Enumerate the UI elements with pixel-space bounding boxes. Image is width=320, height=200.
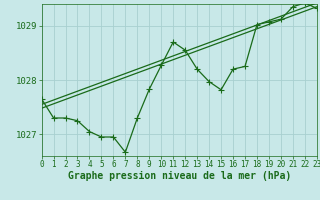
X-axis label: Graphe pression niveau de la mer (hPa): Graphe pression niveau de la mer (hPa) (68, 171, 291, 181)
